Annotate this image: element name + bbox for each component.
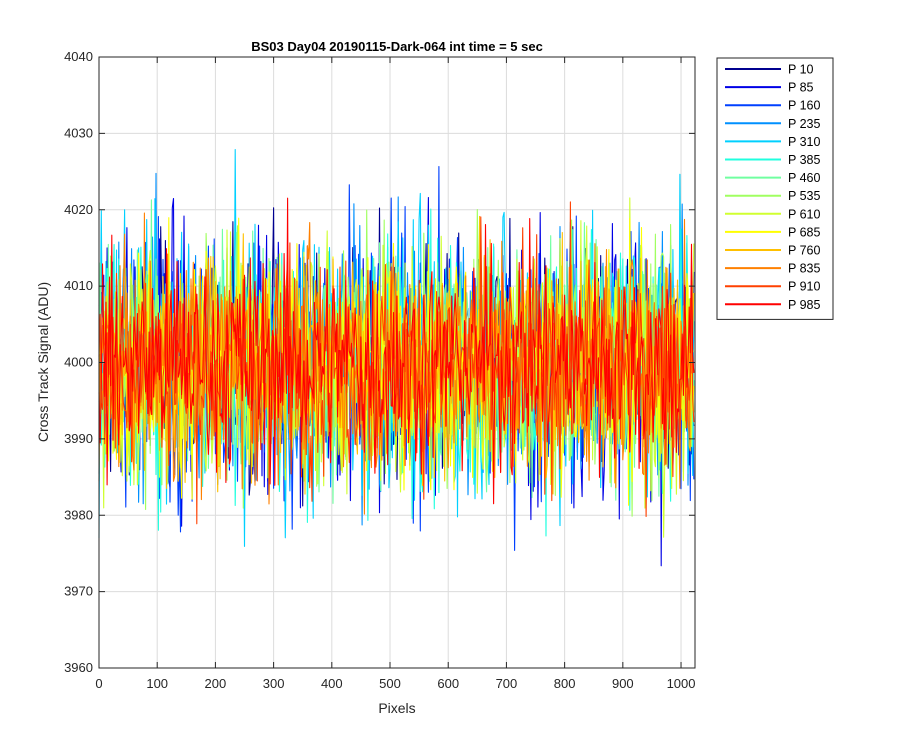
x-tick-label: 600 [437, 676, 459, 691]
y-tick-label: 4000 [64, 355, 93, 370]
legend: P 10 P 85 P 160 P 235 P 310 P 385 P 460 P 535 P … [716, 57, 834, 320]
x-tick-label: 300 [263, 676, 285, 691]
y-tick-label: 4010 [64, 278, 93, 293]
y-tick-label: 4040 [64, 49, 93, 64]
legend-label: P 535 [788, 189, 820, 203]
x-tick-label: 500 [379, 676, 401, 691]
legend-label: P 10 [788, 63, 814, 77]
legend-label: P 985 [788, 298, 820, 312]
legend-box [716, 57, 834, 320]
legend-label: P 85 [788, 81, 814, 95]
y-axis-title: Cross Track Signal (ADU) [35, 282, 51, 442]
x-axis-title: Pixels [378, 700, 415, 716]
legend-label: P 910 [788, 280, 820, 294]
y-tick-label: 3990 [64, 431, 93, 446]
legend-label: P 610 [788, 207, 820, 221]
y-tick-label: 4030 [64, 125, 93, 140]
series-layer [98, 149, 695, 567]
legend-label: P 385 [788, 153, 820, 167]
x-tick-label: 100 [146, 676, 168, 691]
legend-label: P 835 [788, 262, 820, 276]
legend-label: P 460 [788, 171, 820, 185]
y-tick-label: 3970 [64, 584, 93, 599]
legend-label: P 685 [788, 225, 820, 239]
x-tick-label: 700 [496, 676, 518, 691]
legend-label: P 235 [788, 117, 820, 131]
x-tick-label: 800 [554, 676, 576, 691]
legend-label: P 760 [788, 244, 820, 258]
y-tick-label: 3960 [64, 660, 93, 675]
chart-title: BS03 Day04 20190115-Dark-064 int time = … [251, 39, 543, 54]
x-tick-label: 0 [95, 676, 102, 691]
x-tick-label: 400 [321, 676, 343, 691]
x-tick-label: 900 [612, 676, 634, 691]
x-tick-label: 1000 [667, 676, 696, 691]
y-tick-label: 3980 [64, 507, 93, 522]
axes: 0 100 200 300 400 500 600 700 800 900 1000 3960 3970… [64, 49, 695, 691]
series-line-p985 [98, 197, 695, 505]
y-tick-label: 4020 [64, 202, 93, 217]
legend-label: P 160 [788, 99, 820, 113]
x-tick-label: 200 [205, 676, 227, 691]
legend-label: P 310 [788, 135, 820, 149]
